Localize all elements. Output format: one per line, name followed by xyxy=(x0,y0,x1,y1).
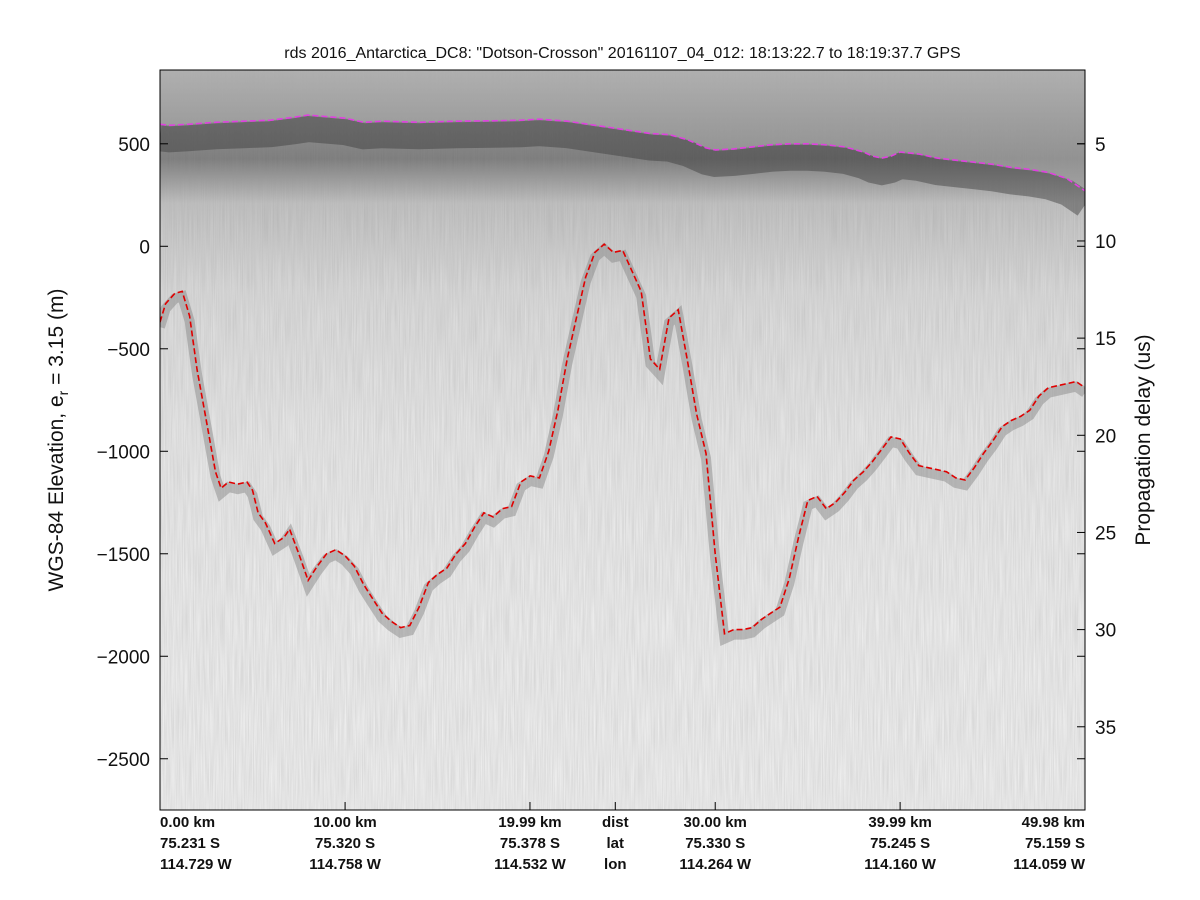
bed-echo-shadow xyxy=(160,242,1085,647)
footer-label: 114.758 W xyxy=(309,856,382,873)
footer-label: 75.320 S xyxy=(315,835,375,852)
footer-label: 30.00 km xyxy=(684,814,747,831)
surface-line xyxy=(160,114,1085,192)
y2-tick-label: 25 xyxy=(1095,523,1116,544)
footer-label: 39.99 km xyxy=(868,814,931,831)
y-axis-left: 500 0 −500 −1000 −1500 −2000 −2500 xyxy=(97,135,1085,771)
y2-tick-label: 20 xyxy=(1095,426,1116,447)
y-tick-label: 500 xyxy=(118,135,150,156)
footer-label: dist xyxy=(602,814,629,831)
y-tick-label: −2000 xyxy=(97,647,150,668)
y-tick-label: −1000 xyxy=(97,442,150,463)
footer-label: 49.98 km xyxy=(1022,814,1085,831)
y2-tick-label: 10 xyxy=(1095,232,1116,253)
footer-label: lat xyxy=(607,835,625,852)
footer-label: 75.378 S xyxy=(500,835,560,852)
footer-label: 114.264 W xyxy=(679,856,752,873)
y-tick-label: 0 xyxy=(139,237,150,258)
series-layer xyxy=(160,114,1085,635)
y-axis-label-main: WGS-84 Elevation, e xyxy=(45,395,68,591)
footer-label: 75.159 S xyxy=(1025,835,1085,852)
footer-label: 114.160 W xyxy=(864,856,937,873)
location-footer: 0.00 km 75.231 S 114.729 W 10.00 km 75.320 S… xyxy=(159,802,1086,873)
footer-label: 114.059 W xyxy=(1013,856,1086,873)
footer-label: 114.729 W xyxy=(160,856,233,873)
y-axis-label-subscript: r xyxy=(55,390,71,395)
y-tick-label: −500 xyxy=(107,340,150,361)
near-surface-dark-band xyxy=(160,116,1085,216)
plot-frame xyxy=(159,69,1086,811)
y-axis-label-suffix: = 3.15 (m) xyxy=(45,289,68,391)
y2-axis-label: Propagation delay (us) xyxy=(1132,334,1155,545)
footer-label: lon xyxy=(604,856,627,873)
y2-tick-label: 15 xyxy=(1095,329,1116,350)
footer-label: 75.245 S xyxy=(870,835,930,852)
echogram-texture xyxy=(160,70,1085,810)
y-axis-label: WGS-84 Elevation, er = 3.15 (m) xyxy=(45,289,71,592)
footer-label: 75.330 S xyxy=(685,835,745,852)
y-tick-label: −1500 xyxy=(97,545,150,566)
y2-tick-label: 5 xyxy=(1095,135,1106,156)
footer-label: 19.99 km xyxy=(498,814,561,831)
footer-label: 114.532 W xyxy=(494,856,567,873)
plot-area xyxy=(160,70,1085,810)
footer-label: 10.00 km xyxy=(313,814,376,831)
chart-title: rds 2016_Antarctica_DC8: "Dotson-Crosson… xyxy=(284,45,960,62)
footer-label: 75.231 S xyxy=(160,835,220,852)
y2-tick-label: 35 xyxy=(1095,718,1116,739)
y-tick-label: −2500 xyxy=(97,750,150,771)
y-axis-right: 5 10 15 20 25 30 35 xyxy=(1077,135,1116,739)
footer-label: 0.00 km xyxy=(160,814,215,831)
bed-line xyxy=(160,243,1085,635)
air-region xyxy=(160,70,1085,191)
y2-tick-label: 30 xyxy=(1095,621,1116,642)
